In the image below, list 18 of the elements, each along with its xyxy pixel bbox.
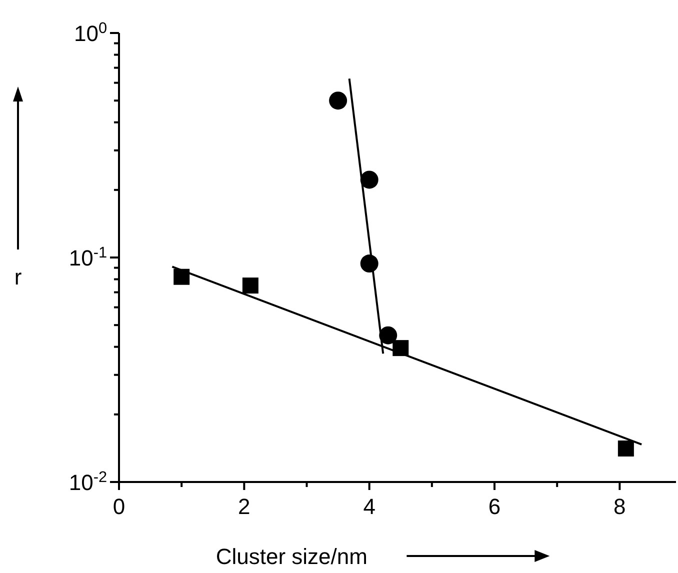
point [174,268,190,285]
x-tick-label: 4 [363,494,376,519]
point [618,440,634,456]
x-axis-title: Cluster size/nm [216,544,368,569]
point [329,92,348,110]
y-axis-title: r [14,264,22,290]
y-tick-label: 10$^{0}$ [74,20,107,46]
x-tick-label: 0 [112,494,126,519]
y-tick-label: 10$^{-2}$ [68,468,107,495]
y-tick-label: 10$^{-1}$ [68,244,107,270]
x-tick-label: 2 [238,494,250,519]
point [360,254,378,273]
point [360,170,378,189]
point [379,326,398,344]
point [242,278,258,294]
point [392,340,409,356]
x-tick-label: 8 [614,494,626,519]
x-tick-label: 6 [488,494,501,519]
